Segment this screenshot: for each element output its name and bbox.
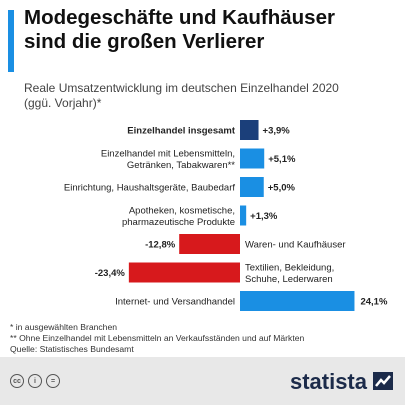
bar-3 (240, 205, 247, 226)
bar-5 (128, 262, 240, 283)
footnote-1: * in ausgewählten Branchen (10, 322, 118, 332)
category-label-4: Waren- und Kaufhäuser (245, 240, 346, 251)
category-label-5: Textilien, Bekleidung, Schuhe, Lederwaren (245, 262, 334, 285)
category-label-6: Internet- und Versandhandel (115, 297, 235, 308)
cc-license-icon[interactable]: cc (10, 374, 24, 388)
no-derivatives-icon[interactable]: = (46, 374, 60, 388)
category-label-3: Apotheken, kosmetische, pharmazeutische P… (122, 205, 235, 228)
value-label-1: +5,1% (268, 154, 296, 165)
bar-6 (240, 291, 355, 311)
bar-4 (179, 234, 240, 254)
attribution-icon[interactable]: i (28, 374, 42, 388)
value-label-4: -12,8% (145, 240, 176, 251)
footer-bar: cc i = statista (0, 357, 405, 405)
category-label-2: Einrichtung, Haushaltsgeräte, Baubedarf (64, 183, 235, 194)
title-line-2: sind die großen Verlierer (24, 30, 265, 53)
source-note: Quelle: Statistisches Bundesamt (10, 344, 134, 354)
bar-1 (240, 148, 265, 169)
value-label-5: -23,4% (95, 268, 126, 279)
bar-0 (240, 120, 259, 140)
category-label-1: Einzelhandel mit Lebensmitteln, Getränken… (101, 148, 235, 171)
bar-chart: Einzelhandel insgesamt +3,9% Einzelhandel … (64, 120, 388, 311)
title-line-1: Modegeschäfte und Kaufhäuser (24, 6, 335, 29)
statista-logo[interactable]: statista (289, 369, 367, 394)
value-label-2: +5,0% (268, 183, 296, 194)
footnotes: * in ausgewählten Branchen ** Ohne Einze… (10, 322, 304, 355)
chart-subtitle: Reale Umsatzentwicklung im deutschen Ein… (24, 81, 400, 111)
value-label-3: +1,3% (250, 211, 278, 222)
bar-2 (240, 177, 264, 197)
title-accent-bar (8, 10, 14, 72)
subtitle-line-2: (ggü. Vorjahr)* (24, 96, 102, 110)
footnote-2: ** Ohne Einzelhandel mit Lebensmitteln a… (10, 333, 305, 343)
value-label-0: +3,9% (263, 126, 291, 137)
statista-logo-icon (373, 372, 393, 390)
value-label-6: 24,1% (360, 297, 387, 308)
chart-title: Modegeschäfte und Kaufhäuser sind die gr… (24, 6, 400, 54)
category-label-0: Einzelhandel insgesamt (127, 126, 236, 137)
subtitle-line-1: Reale Umsatzentwicklung im deutschen Ein… (24, 81, 339, 95)
